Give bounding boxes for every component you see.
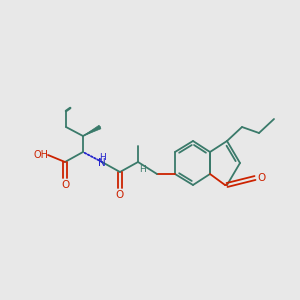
Text: O: O	[116, 190, 124, 200]
Text: O: O	[61, 180, 69, 190]
Text: O: O	[258, 173, 266, 183]
Text: OH: OH	[34, 150, 49, 160]
Text: N: N	[98, 158, 106, 168]
Polygon shape	[83, 125, 101, 136]
Text: H: H	[140, 164, 146, 173]
Text: H: H	[99, 152, 105, 161]
